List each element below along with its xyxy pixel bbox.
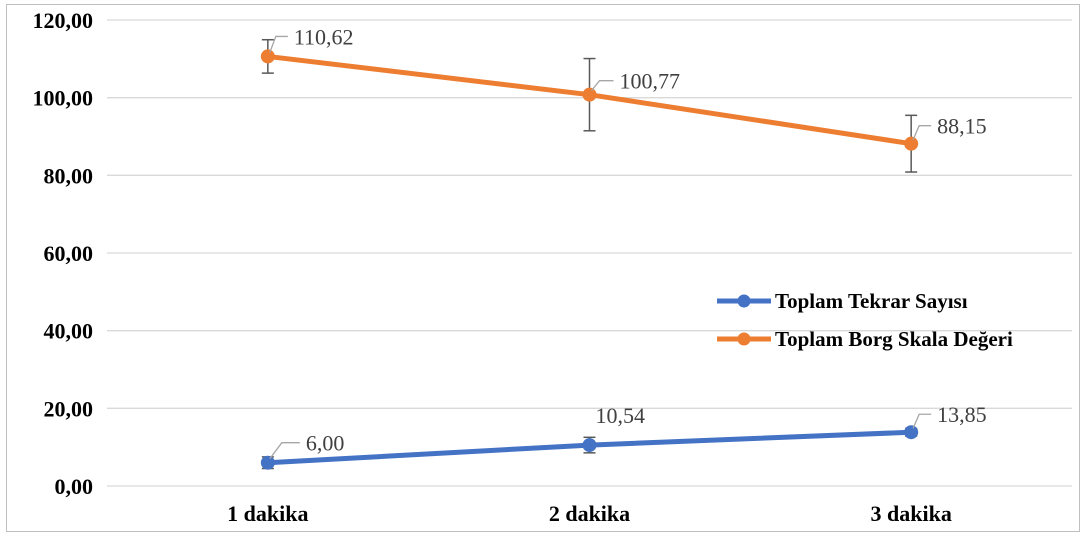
data-point (260, 455, 275, 470)
data-point (904, 425, 919, 440)
y-tick-label: 60,00 (44, 241, 94, 266)
data-point (904, 136, 919, 151)
legend-marker (737, 294, 751, 308)
data-label: 100,77 (620, 69, 681, 94)
x-tick-label: 2 dakika (549, 501, 630, 526)
x-tick-label: 1 dakika (227, 501, 308, 526)
series-group: 6,00 10,54 13,85 110,62 100,77 88,15 (260, 24, 987, 470)
y-tick-label: 20,00 (44, 396, 94, 421)
legend-item: Toplam Borg Skala Değeri (717, 327, 1013, 351)
data-point (260, 49, 275, 64)
legend-label: Toplam Borg Skala Değeri (775, 327, 1013, 351)
y-axis-ticks: 0,00 20,00 40,00 60,00 80,00 100,00 120,00 (33, 8, 94, 499)
label-leader-line (269, 442, 300, 460)
y-tick-label: 100,00 (33, 86, 94, 111)
label-leader-line (590, 80, 614, 92)
label-leader-line (912, 125, 932, 140)
data-label: 10,54 (596, 403, 646, 428)
data-label: 110,62 (294, 24, 354, 49)
legend-item: Toplam Tekrar Sayısı (717, 289, 968, 313)
data-label: 88,15 (937, 114, 987, 139)
x-axis-ticks: 1 dakika 2 dakika 3 dakika (227, 501, 952, 526)
label-leader-line (269, 35, 288, 53)
y-tick-label: 40,00 (44, 319, 94, 344)
data-point (582, 438, 597, 453)
legend-marker (737, 332, 751, 346)
y-tick-label: 0,00 (55, 474, 94, 499)
data-label: 13,85 (937, 402, 987, 427)
x-tick-label: 3 dakika (871, 501, 952, 526)
line-chart: 0,00 20,00 40,00 60,00 80,00 100,00 120,00 1 d… (33, 8, 1072, 526)
series-1: 6,00 10,54 13,85 (260, 402, 987, 470)
data-label: 6,00 (306, 431, 345, 456)
chart-container: 0,00 20,00 40,00 60,00 80,00 100,00 120,00 1 d… (6, 4, 1080, 532)
legend: Toplam Tekrar Sayısı Toplam Borg Skala De… (717, 289, 1013, 351)
label-leader-line (912, 413, 932, 429)
legend-label: Toplam Tekrar Sayısı (775, 289, 968, 313)
series-2: 110,62 100,77 88,15 (260, 24, 987, 173)
data-point (582, 87, 597, 102)
y-tick-label: 80,00 (44, 163, 94, 188)
y-tick-label: 120,00 (33, 8, 94, 33)
